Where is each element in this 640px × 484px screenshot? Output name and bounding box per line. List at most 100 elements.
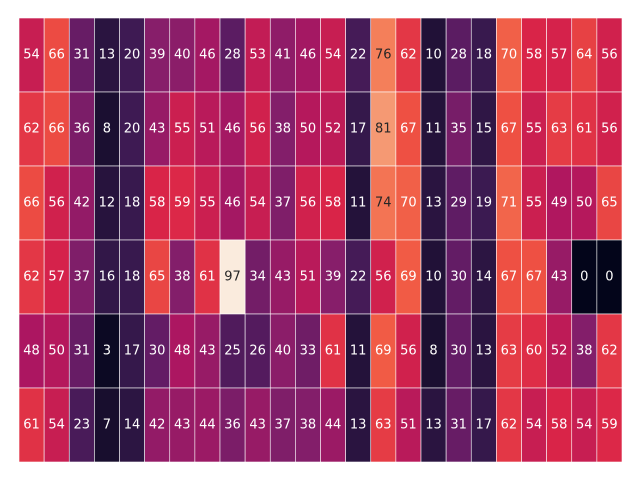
heatmap-cell-r4-c5: [144, 313, 171, 389]
heatmap-cell-r4-c10: [269, 313, 296, 389]
heatmap-cell-r3-c12: [320, 239, 346, 315]
heatmap-label-r3-c7: 61: [199, 270, 216, 285]
heatmap-cell-r0-c21: [546, 17, 573, 93]
heatmap-cell-r4-c8: [219, 313, 246, 389]
heatmap-label-r1-c18: 15: [476, 122, 493, 137]
heatmap-label-r1-c10: 38: [275, 122, 292, 137]
heatmap-cell-r2-c4: [119, 165, 145, 241]
heatmap-label-r1-c7: 51: [199, 122, 216, 137]
heatmap-cell-r1-c17: [445, 91, 472, 167]
heatmap-label-r4-c23: 62: [601, 344, 618, 359]
heatmap-label-r1-c14: 81: [375, 122, 392, 137]
heatmap-label-r0-c19: 70: [501, 48, 518, 63]
heatmap-label-r1-c4: 20: [124, 122, 141, 137]
heatmap-cell-r0-c17: [445, 17, 472, 93]
heatmap-cell-r5-c8: [219, 387, 246, 463]
heatmap-cell-r2-c20: [521, 165, 547, 241]
heatmap-cell-r5-c14: [370, 387, 397, 463]
heatmap-label-r5-c23: 59: [601, 418, 618, 433]
heatmap-cell-r1-c0: [18, 91, 45, 167]
heatmap-label-r3-c4: 18: [124, 270, 141, 285]
heatmap-label-r2-c12: 58: [325, 196, 342, 211]
heatmap-cell-r4-c7: [194, 313, 221, 389]
heatmap-label-r2-c14: 74: [375, 196, 392, 211]
heatmap-label-r5-c5: 42: [149, 418, 166, 433]
heatmap-label-r3-c18: 14: [476, 270, 493, 285]
heatmap-cell-r4-c22: [571, 313, 598, 389]
heatmap-label-r4-c17: 30: [450, 344, 467, 359]
heatmap-cell-r5-c16: [420, 387, 447, 463]
heatmap-label-r2-c18: 19: [476, 196, 493, 211]
heatmap-label-r2-c23: 65: [601, 196, 618, 211]
heatmap-cell-r3-c21: [546, 239, 573, 315]
heatmap-label-r0-c3: 13: [99, 48, 116, 63]
heatmap-cell-r3-c15: [395, 239, 422, 315]
heatmap-cell-r2-c21: [546, 165, 573, 241]
heatmap-cell-r2-c0: [18, 165, 45, 241]
heatmap-cell-r2-c5: [144, 165, 171, 241]
heatmap-cell-r2-c7: [194, 165, 221, 241]
heatmap-cell-r3-c5: [144, 239, 171, 315]
heatmap-label-r2-c4: 18: [124, 196, 141, 211]
heatmap-label-r4-c2: 31: [74, 344, 91, 359]
heatmap-label-r0-c15: 62: [400, 48, 417, 63]
heatmap-label-r3-c2: 37: [74, 270, 91, 285]
heatmap-label-r0-c4: 20: [124, 48, 141, 63]
heatmap-label-r1-c3: 8: [103, 122, 111, 137]
heatmap-label-r0-c14: 76: [375, 48, 392, 63]
heatmap-label-r0-c7: 46: [199, 48, 216, 63]
heatmap-label-r4-c3: 3: [103, 344, 111, 359]
heatmap-label-r1-c15: 67: [400, 122, 417, 137]
heatmap-cell-r4-c15: [395, 313, 422, 389]
heatmap-label-r5-c9: 43: [249, 418, 266, 433]
heatmap-label-r2-c7: 55: [199, 196, 216, 211]
heatmap-cell-r4-c11: [295, 313, 321, 389]
heatmap-cell-r1-c2: [68, 91, 95, 167]
heatmap-label-r4-c16: 8: [429, 344, 437, 359]
heatmap-label-r4-c15: 56: [400, 344, 417, 359]
heatmap-cell-r2-c12: [320, 165, 346, 241]
heatmap-cell-r1-c15: [395, 91, 422, 167]
heatmap-label-r0-c16: 10: [425, 48, 442, 63]
heatmap-cell-r0-c9: [244, 17, 271, 93]
heatmap-label-r2-c10: 37: [275, 196, 292, 211]
heatmap-label-r1-c23: 56: [601, 122, 618, 137]
heatmap-label-r0-c2: 31: [74, 48, 91, 63]
heatmap-label-r1-c0: 62: [23, 122, 40, 137]
heatmap-label-r1-c2: 36: [74, 122, 91, 137]
heatmap-cell-r0-c15: [395, 17, 422, 93]
heatmap-cell-r5-c9: [244, 387, 271, 463]
heatmap-cell-r3-c23: [596, 239, 623, 315]
heatmap-cell-r2-c2: [68, 165, 95, 241]
heatmap-label-r0-c6: 40: [174, 48, 191, 63]
heatmap-cell-r5-c0: [18, 387, 45, 463]
heatmap-cell-r1-c22: [571, 91, 598, 167]
heatmap-label-r2-c5: 58: [149, 196, 166, 211]
heatmap-label-r5-c0: 61: [23, 418, 40, 433]
heatmap-cell-r1-c18: [470, 91, 497, 167]
heatmap-label-r5-c10: 37: [275, 418, 292, 433]
heatmap-cell-r4-c0: [18, 313, 45, 389]
heatmap-cell-r1-c23: [596, 91, 623, 167]
heatmap-label-r5-c17: 31: [450, 418, 467, 433]
heatmap-label-r4-c13: 11: [350, 344, 367, 359]
heatmap-cell-r3-c11: [295, 239, 321, 315]
heatmap-cell-r5-c13: [345, 387, 372, 463]
heatmap-cell-r0-c13: [345, 17, 372, 93]
heatmap-cell-r1-c3: [94, 91, 120, 167]
heatmap-cell-r2-c10: [269, 165, 296, 241]
heatmap-label-r3-c19: 67: [501, 270, 518, 285]
heatmap-label-r0-c17: 28: [450, 48, 467, 63]
heatmap-cell-r2-c19: [496, 165, 522, 241]
heatmap-label-r5-c6: 43: [174, 418, 191, 433]
heatmap-label-r0-c10: 41: [275, 48, 292, 63]
heatmap-label-r5-c7: 44: [199, 418, 216, 433]
heatmap-label-r2-c17: 29: [450, 196, 467, 211]
heatmap-label-r2-c11: 56: [300, 196, 317, 211]
heatmap-label-r5-c19: 62: [501, 418, 518, 433]
heatmap-label-r1-c20: 55: [526, 122, 543, 137]
heatmap-cell-r3-c0: [18, 239, 45, 315]
heatmap-label-r5-c2: 23: [74, 418, 91, 433]
